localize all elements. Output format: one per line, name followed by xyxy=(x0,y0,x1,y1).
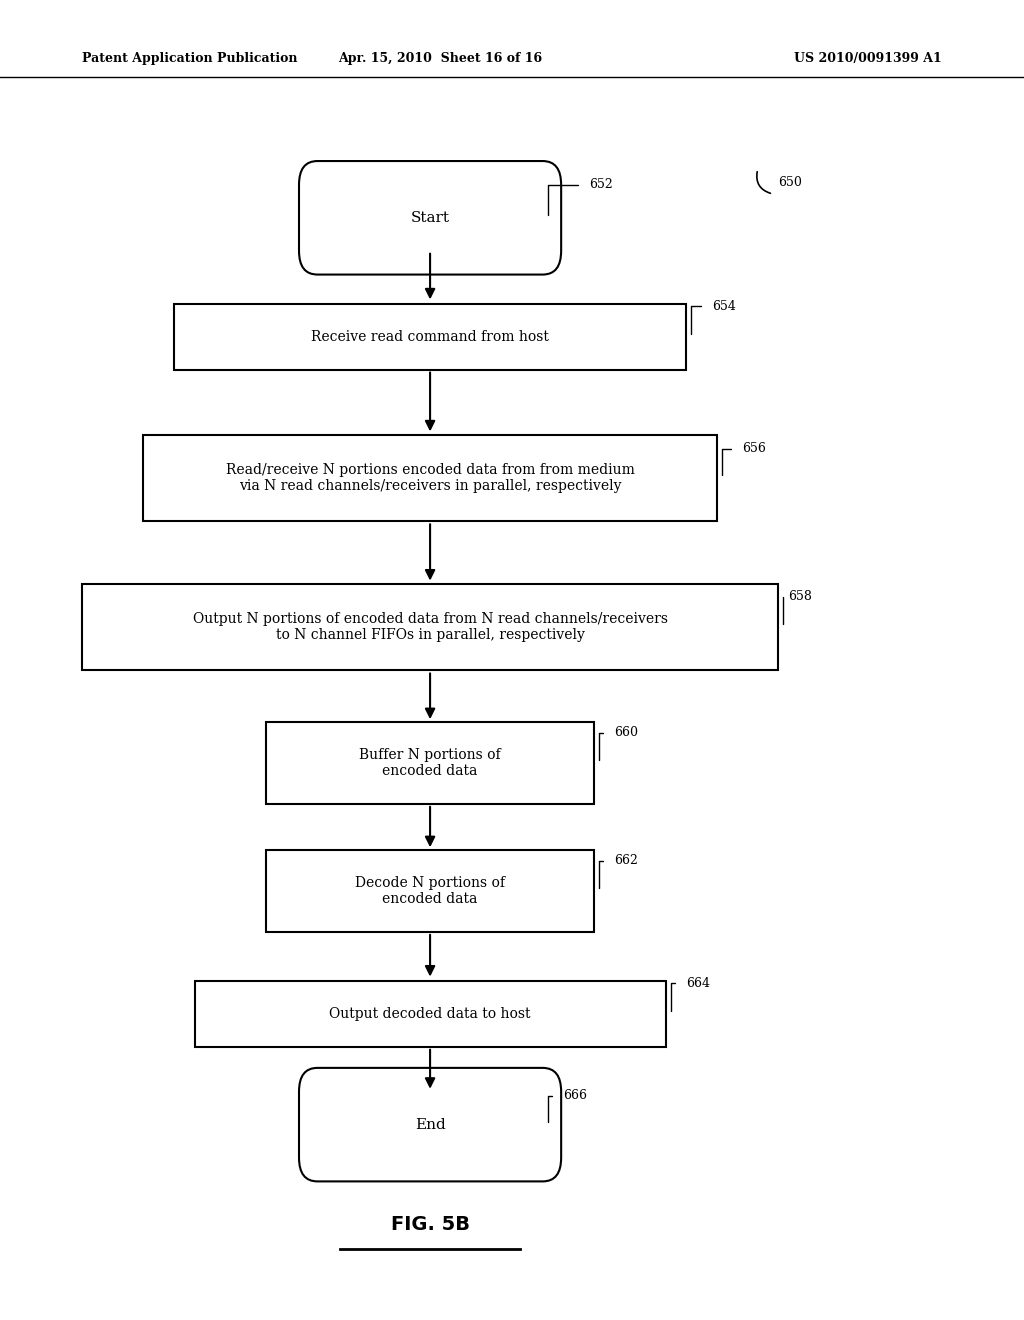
FancyBboxPatch shape xyxy=(299,1068,561,1181)
Text: Read/receive N portions encoded data from from medium
via N read channels/receiv: Read/receive N portions encoded data fro… xyxy=(225,463,635,492)
Text: 656: 656 xyxy=(742,442,766,455)
Bar xyxy=(82,583,778,671)
Text: FIG. 5B: FIG. 5B xyxy=(390,1216,470,1234)
Text: 658: 658 xyxy=(788,590,812,603)
Text: Output decoded data to host: Output decoded data to host xyxy=(330,1007,530,1020)
Text: Buffer N portions of
encoded data: Buffer N portions of encoded data xyxy=(359,748,501,777)
Text: Decode N portions of
encoded data: Decode N portions of encoded data xyxy=(355,876,505,906)
Text: 664: 664 xyxy=(686,977,710,990)
Text: Output N portions of encoded data from N read channels/receivers
to N channel FI: Output N portions of encoded data from N… xyxy=(193,612,668,642)
Bar xyxy=(266,850,594,932)
Text: 662: 662 xyxy=(614,854,638,867)
Bar xyxy=(174,304,686,370)
Bar xyxy=(143,434,717,520)
Bar xyxy=(266,722,594,804)
Text: Patent Application Publication: Patent Application Publication xyxy=(82,51,297,65)
Text: End: End xyxy=(415,1118,445,1131)
Text: Apr. 15, 2010  Sheet 16 of 16: Apr. 15, 2010 Sheet 16 of 16 xyxy=(338,51,543,65)
Bar xyxy=(195,981,666,1047)
Text: Receive read command from host: Receive read command from host xyxy=(311,330,549,343)
Text: Start: Start xyxy=(411,211,450,224)
Text: 650: 650 xyxy=(778,176,802,189)
Text: 654: 654 xyxy=(712,300,735,313)
Text: 652: 652 xyxy=(589,178,612,191)
Text: 666: 666 xyxy=(563,1089,587,1102)
Text: US 2010/0091399 A1: US 2010/0091399 A1 xyxy=(795,51,942,65)
Text: 660: 660 xyxy=(614,726,638,739)
FancyBboxPatch shape xyxy=(299,161,561,275)
